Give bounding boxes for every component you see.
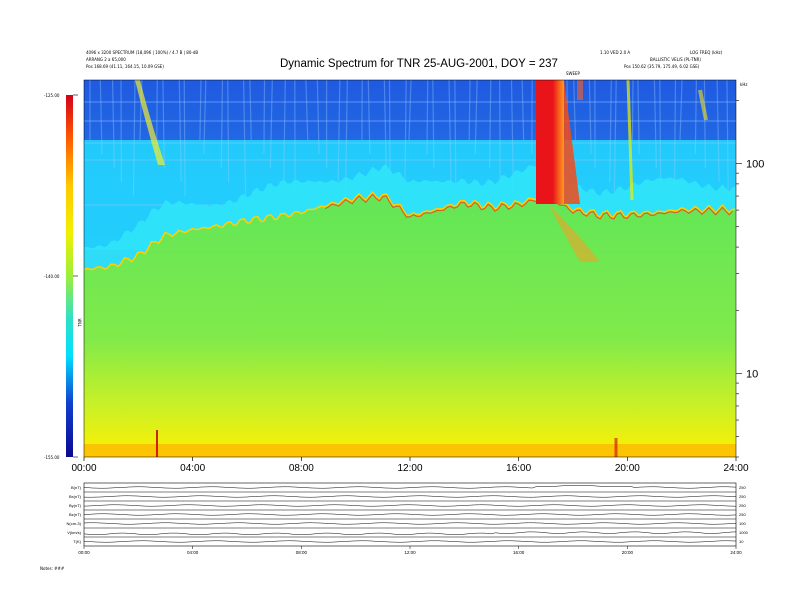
panel-row-label: T(K) <box>73 539 81 544</box>
panel-x-tick-label: 04:00 <box>187 550 199 555</box>
header-info-right-4: Pos 150.62 (35.79, 175.49, 6.02 GSE) <box>624 64 700 69</box>
panel-row-label: Bx(nT) <box>69 494 82 499</box>
radio-burst <box>536 80 564 204</box>
x-tick-label: 12:00 <box>397 463 422 474</box>
frequency-unit-label: kHz <box>740 82 748 87</box>
x-tick-label: 16:00 <box>506 463 531 474</box>
header-info-right-3: BALLISTIC VEL/S (PL-TNR) <box>650 57 701 62</box>
panel-x-tick-label: 12:00 <box>404 550 416 555</box>
y-axis: 100 10 <box>736 100 764 458</box>
spectrogram <box>84 80 736 457</box>
panel-row-max: 250 <box>739 512 746 517</box>
chart-title: Dynamic Spectrum for TNR 25-AUG-2001, DO… <box>280 58 558 70</box>
panel-row-max: 10 <box>739 539 744 544</box>
panel-row-max: 250 <box>739 485 746 490</box>
panel-x-tick-label: 00:00 <box>78 550 90 555</box>
x-tick-label: 08:00 <box>289 463 314 474</box>
header-info-right-1: 1.10 VED 2.0 A <box>600 50 631 55</box>
solar-wind-panels: B(nT) 250 Bx(nT) 250 By(nT) 250 Bz(nT) 250 N(cm-… <box>67 482 749 555</box>
panel-row-label: By(nT) <box>69 503 82 508</box>
panel-row-label: Bz(nT) <box>69 512 82 517</box>
header-info-left-1: 4096 x 3200 SPECTRUM (18,096 | 100%) / 4… <box>86 50 199 55</box>
x-axis: 00:00 04:00 08:00 12:00 16:00 20:00 24:00 <box>71 457 749 474</box>
panel-row-max: 250 <box>739 503 746 508</box>
panel-x-tick-label: 08:00 <box>296 550 308 555</box>
header-info-left-2: ARRANG 2 a 65,000 <box>86 57 126 62</box>
panel-row-max: 100 <box>739 521 746 526</box>
colorbar-tick-bottom: -155.00 <box>44 455 60 460</box>
panel-row-label: B(nT) <box>71 485 82 490</box>
colorbar-tick-mid: -140.00 <box>44 274 60 279</box>
panel-x-tick-label: 24:00 <box>730 550 742 555</box>
x-tick-label: 20:00 <box>615 463 640 474</box>
header-info-right-2: LOG FREQ (kHz) <box>690 50 723 55</box>
y-tick-label: 100 <box>746 159 764 171</box>
x-tick-label: 00:00 <box>71 463 96 474</box>
colorbar <box>66 95 73 457</box>
x-tick-label: 04:00 <box>180 463 205 474</box>
event-label: SWEEP <box>566 71 580 76</box>
colorbar-label: TNR <box>77 318 83 327</box>
panel-row-max: 250 <box>739 494 746 499</box>
y-tick-label: 10 <box>746 368 758 380</box>
panel-row-label: V(km/s) <box>67 530 81 535</box>
panel-x-tick-label: 16:00 <box>513 550 525 555</box>
panel-x-tick-label: 20:00 <box>622 550 634 555</box>
panel-row-max: 1000 <box>739 530 749 535</box>
header-info-left-3: Pos 168.69 (41.11, 164.15, 10.09 GSE) <box>86 64 164 69</box>
colorbar-tick-top: -125.00 <box>44 93 60 98</box>
x-tick-label: 24:00 <box>723 463 748 474</box>
panel-row-label: N(cm-3) <box>67 521 82 526</box>
panel-footer-label: Notes: ### <box>40 566 65 571</box>
